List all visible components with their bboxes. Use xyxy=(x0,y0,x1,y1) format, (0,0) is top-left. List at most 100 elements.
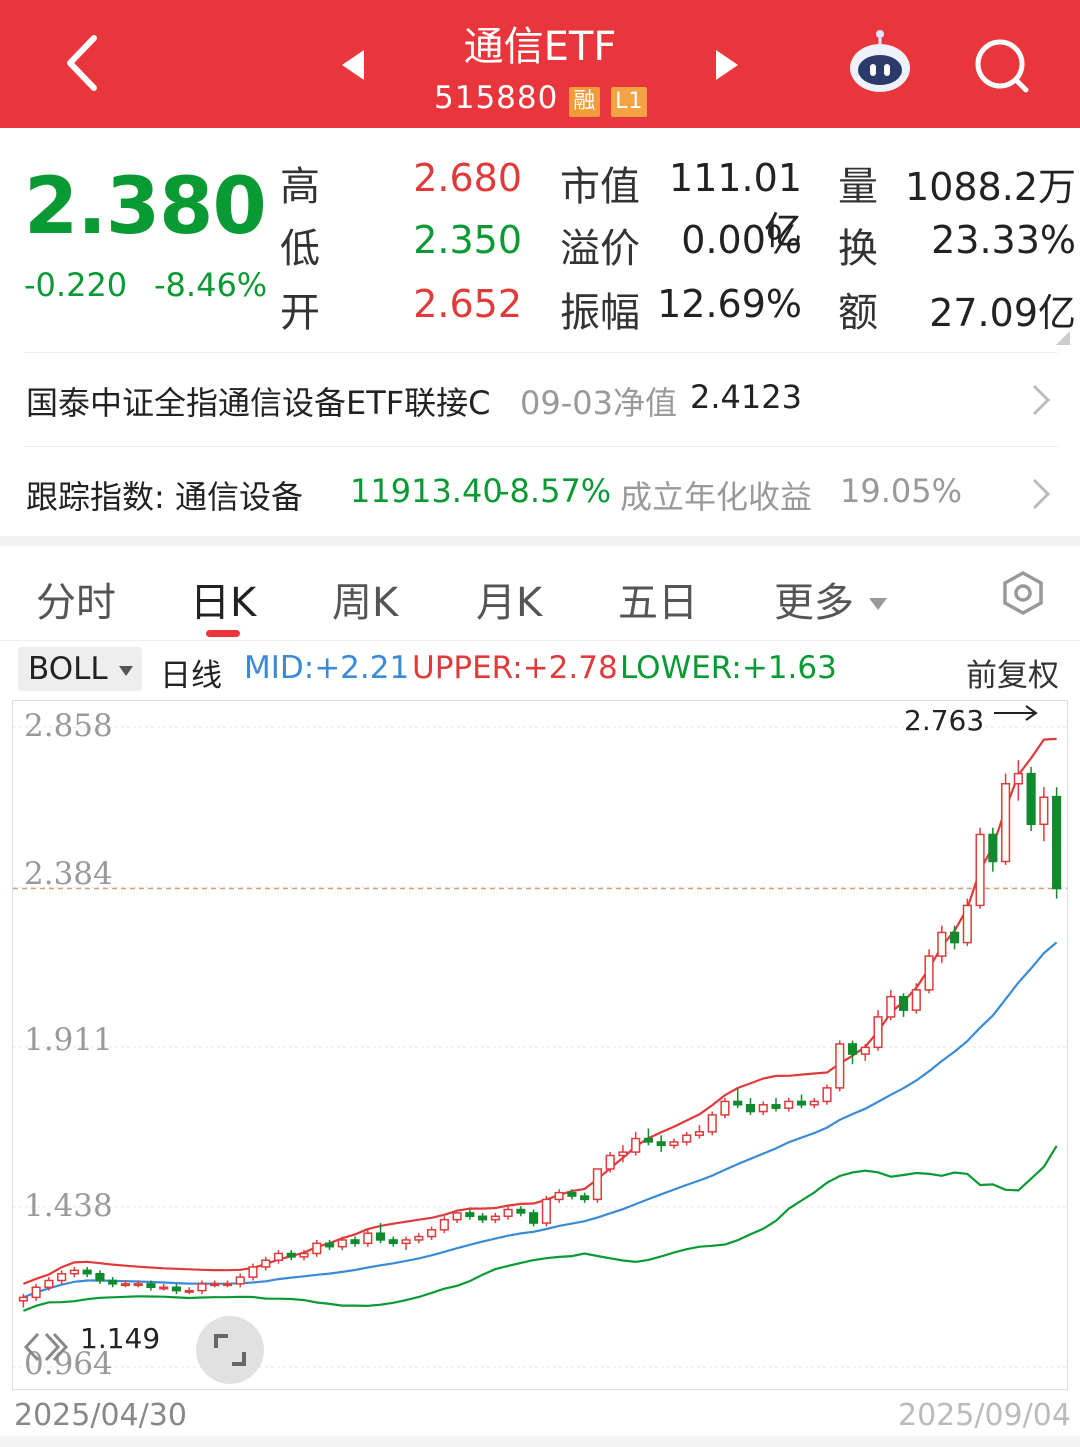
search-button[interactable] xyxy=(972,36,1032,96)
amount-label: 额 xyxy=(838,290,878,336)
start-date: 2025/04/30 xyxy=(14,1398,187,1433)
bottom-strip xyxy=(0,1436,1080,1447)
candle-body xyxy=(886,995,896,1018)
candle-body xyxy=(873,1016,883,1049)
candle-body xyxy=(222,1283,233,1287)
tab-monthly-k[interactable]: 月K xyxy=(476,580,543,626)
boll-mid: MID:+2.21 xyxy=(244,650,410,686)
candle-body xyxy=(605,1154,615,1170)
divider xyxy=(24,352,1058,353)
section-gap xyxy=(0,536,1080,546)
annual-return-value: 19.05% xyxy=(840,472,963,510)
period-label: 日线 xyxy=(160,658,222,694)
low-label: 低 xyxy=(280,226,320,272)
candle-body xyxy=(363,1232,373,1245)
candle-body xyxy=(133,1283,143,1287)
candle-body xyxy=(656,1141,666,1147)
tab-more[interactable]: 更多 xyxy=(774,570,889,628)
chart-settings-button[interactable] xyxy=(1000,570,1046,616)
candle-body xyxy=(299,1252,309,1258)
amplitude-label: 振幅 xyxy=(560,290,640,336)
expand-corner-icon[interactable] xyxy=(1056,330,1070,345)
amplitude-value: 12.69% xyxy=(657,282,802,326)
mcap-value: 111.01亿 xyxy=(669,156,802,253)
candle-body xyxy=(949,931,960,944)
candle-body xyxy=(784,1100,794,1109)
high-value: 2.680 xyxy=(413,156,522,200)
min-price-label: 1.149 xyxy=(80,1322,161,1355)
candle-body xyxy=(312,1242,322,1255)
assistant-button[interactable] xyxy=(846,28,914,94)
candle-body xyxy=(707,1114,717,1133)
end-date: 2025/09/04 xyxy=(898,1398,1071,1433)
boll-upper: UPPER:+2.78 xyxy=(412,650,618,686)
candle-body xyxy=(197,1283,207,1292)
amount-value: 27.09亿 xyxy=(929,291,1076,335)
candle-body xyxy=(694,1131,705,1136)
candle-body xyxy=(31,1286,41,1299)
price-change: -0.220 xyxy=(24,266,128,304)
tab-five-day[interactable]: 五日 xyxy=(618,580,698,626)
candle-body xyxy=(388,1239,398,1245)
index-value: 11913.40 xyxy=(350,472,503,510)
kline-svg xyxy=(13,726,1067,1368)
candle-body xyxy=(937,931,947,957)
divider xyxy=(24,446,1058,447)
expand-history-button[interactable] xyxy=(18,1322,76,1372)
indicator-selector[interactable]: BOLL xyxy=(18,647,142,691)
max-price-label: 2.763 xyxy=(904,704,985,737)
candle-body xyxy=(988,833,998,863)
candle-body xyxy=(911,989,921,1011)
tab-intraday[interactable]: 分时 xyxy=(36,580,116,626)
arrow-right-icon xyxy=(994,705,1038,721)
candle-body xyxy=(796,1100,807,1106)
security-code: 515880 xyxy=(434,80,559,116)
kline-chart[interactable] xyxy=(12,700,1068,1390)
expand-arrows-icon xyxy=(23,1332,69,1362)
fullscreen-button[interactable] xyxy=(196,1316,264,1384)
adjust-mode[interactable]: 前复权 xyxy=(966,658,1059,694)
candle-body xyxy=(898,995,909,1011)
candle-body xyxy=(567,1191,577,1197)
low-value: 2.350 xyxy=(413,218,522,262)
candle-body xyxy=(669,1141,679,1147)
candle-body xyxy=(146,1283,156,1289)
candle-body xyxy=(235,1276,245,1285)
candle-body xyxy=(120,1283,131,1287)
candle-body xyxy=(478,1215,488,1221)
tab-daily-k[interactable]: 日K xyxy=(190,580,257,626)
linked-fund-name: 国泰中证全指通信设备ETF联接C xyxy=(26,384,491,422)
prev-security-button[interactable] xyxy=(340,48,368,82)
last-price: 2.380 xyxy=(24,162,267,252)
security-name: 通信ETF xyxy=(463,24,617,70)
caret-down-icon xyxy=(118,665,133,676)
candle-body xyxy=(720,1100,730,1116)
nav-date-label: 09-03净值 xyxy=(520,384,677,422)
index-change-pct: -8.57% xyxy=(498,472,612,510)
candle-body xyxy=(375,1232,386,1241)
boll-lower: LOWER:+1.63 xyxy=(620,650,837,686)
candle-body xyxy=(758,1104,768,1113)
candle-body xyxy=(286,1252,296,1258)
search-icon xyxy=(975,39,1029,93)
candle-body xyxy=(503,1208,513,1218)
candle-body xyxy=(324,1242,335,1248)
security-code-row: 515880 融 L1 xyxy=(434,80,648,117)
back-button[interactable] xyxy=(58,30,114,96)
candle-body xyxy=(631,1137,641,1153)
tab-weekly-k[interactable]: 周K xyxy=(332,580,399,626)
robot-assistant-icon xyxy=(850,30,910,92)
candle-body xyxy=(1001,783,1011,863)
price-change-pct: -8.46% xyxy=(154,266,268,304)
volume-label: 量 xyxy=(838,164,878,210)
candle-body xyxy=(580,1195,590,1201)
open-value: 2.652 xyxy=(413,282,522,326)
candle-body xyxy=(1052,795,1062,890)
boll-upper-line xyxy=(22,737,1057,1285)
candle-body xyxy=(822,1087,832,1103)
candle-body xyxy=(69,1269,79,1275)
candle-body xyxy=(57,1272,67,1282)
candle-body xyxy=(452,1212,462,1221)
candle-body xyxy=(350,1239,360,1245)
next-security-button[interactable] xyxy=(712,48,740,82)
